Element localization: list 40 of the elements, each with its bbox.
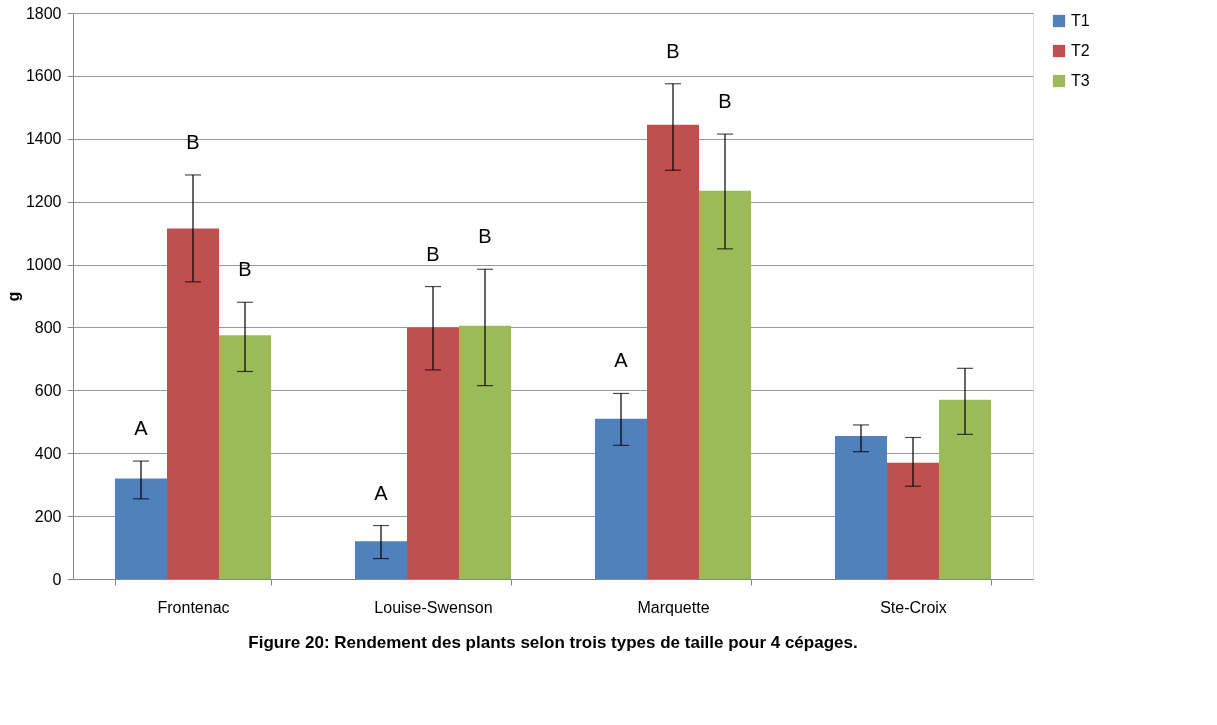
bar [115,478,167,579]
annotation: B [478,225,492,248]
annotation: A [134,417,149,440]
legend-label: T2 [1071,42,1090,59]
legend-label: T3 [1071,72,1090,89]
y-tick-label: 1000 [25,256,62,274]
text: Figure 20: Rendement des plants selon trois types de taille pour 4 cépages. [248,633,858,652]
y-tick-label: 200 [34,507,62,525]
y-tick-label: 600 [34,381,62,399]
x-tick-label: Marquette [637,598,710,616]
y-tick-label: 400 [34,444,62,462]
x-tick-label: Ste-Croix [880,598,947,616]
annotation: A [374,481,389,504]
y-tick-label: 0 [52,570,62,588]
legend-label: T1 [1071,12,1090,29]
bar [407,327,459,579]
x-tick-label: Louise-Swenson [374,598,493,616]
y-axis-title: g [4,291,22,302]
bar [595,418,647,579]
bar [355,541,407,579]
x-tick-label: Frontenac [157,598,230,616]
y-tick-label: 1400 [25,130,62,148]
y-tick-label: 1600 [25,67,62,85]
bar [219,335,271,579]
bar [459,325,511,579]
bar [939,399,991,579]
y-tick-label: 1800 [25,4,62,22]
bar [699,190,751,579]
y-tick-label: 800 [34,318,62,336]
annotation: B [718,90,732,113]
annotation: B [666,39,680,62]
bar [167,228,219,579]
y-tick-label: 1200 [25,193,62,211]
bar [887,462,939,579]
annotation: B [186,130,200,153]
annotation: B [426,242,440,265]
bar [835,435,887,579]
bar [647,124,699,579]
annotation: B [238,258,252,281]
annotation: A [614,349,629,372]
